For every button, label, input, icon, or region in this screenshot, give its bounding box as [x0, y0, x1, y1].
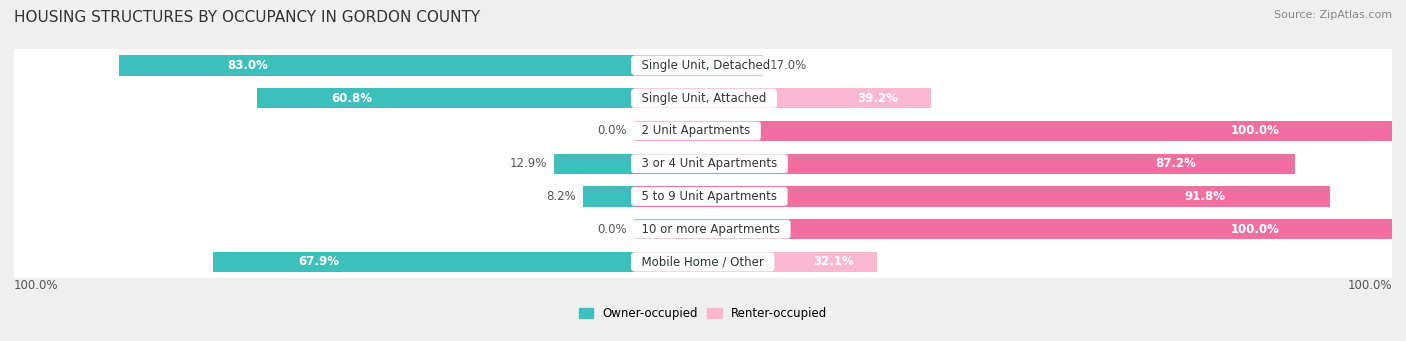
Text: HOUSING STRUCTURES BY OCCUPANCY IN GORDON COUNTY: HOUSING STRUCTURES BY OCCUPANCY IN GORDO… [14, 10, 481, 25]
Text: 0.0%: 0.0% [598, 223, 627, 236]
Text: Single Unit, Detached: Single Unit, Detached [634, 59, 778, 72]
Bar [14, 82, 1392, 115]
Bar [554, 153, 634, 174]
Bar [634, 88, 931, 108]
Bar [14, 180, 1392, 213]
Bar [583, 186, 634, 207]
Text: Mobile Home / Other: Mobile Home / Other [634, 255, 772, 268]
Text: 100.0%: 100.0% [14, 279, 59, 292]
Bar [120, 55, 634, 76]
Bar [14, 147, 1392, 180]
Text: 2 Unit Apartments: 2 Unit Apartments [634, 124, 758, 137]
Text: 83.0%: 83.0% [228, 59, 269, 72]
Bar [14, 49, 1392, 82]
Text: 3 or 4 Unit Apartments: 3 or 4 Unit Apartments [634, 157, 785, 170]
Text: Single Unit, Attached: Single Unit, Attached [634, 92, 773, 105]
Bar [634, 153, 1295, 174]
Text: 60.8%: 60.8% [330, 92, 371, 105]
Text: Source: ZipAtlas.com: Source: ZipAtlas.com [1274, 10, 1392, 20]
Text: 17.0%: 17.0% [770, 59, 807, 72]
Bar [634, 121, 1392, 141]
Text: 100.0%: 100.0% [1232, 223, 1279, 236]
Bar [14, 115, 1392, 147]
Text: 87.2%: 87.2% [1156, 157, 1197, 170]
Text: 10 or more Apartments: 10 or more Apartments [634, 223, 787, 236]
Bar [634, 55, 763, 76]
Text: 8.2%: 8.2% [547, 190, 576, 203]
Text: 100.0%: 100.0% [1232, 124, 1279, 137]
Bar [257, 88, 634, 108]
Text: 0.0%: 0.0% [598, 124, 627, 137]
Legend: Owner-occupied, Renter-occupied: Owner-occupied, Renter-occupied [574, 302, 832, 325]
Bar [634, 252, 877, 272]
Bar [634, 186, 1330, 207]
Bar [214, 252, 634, 272]
Text: 39.2%: 39.2% [858, 92, 898, 105]
Text: 12.9%: 12.9% [510, 157, 547, 170]
Bar [14, 213, 1392, 246]
Bar [634, 219, 1392, 239]
Text: 5 to 9 Unit Apartments: 5 to 9 Unit Apartments [634, 190, 785, 203]
Text: 67.9%: 67.9% [298, 255, 339, 268]
Bar [14, 246, 1392, 278]
Text: 100.0%: 100.0% [1347, 279, 1392, 292]
Text: 91.8%: 91.8% [1184, 190, 1225, 203]
Text: 32.1%: 32.1% [813, 255, 853, 268]
